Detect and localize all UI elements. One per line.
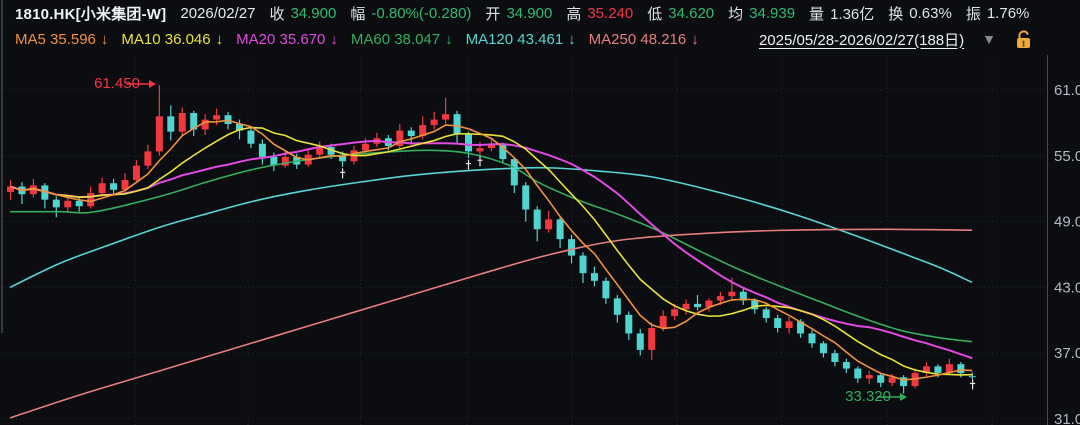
quote-field-label: 均 bbox=[728, 5, 744, 23]
quote-field-高: 高 35.240 bbox=[566, 3, 633, 23]
ma-label-value: MA60 38.047 bbox=[350, 30, 441, 48]
unlock-icon[interactable] bbox=[1014, 28, 1034, 50]
quote-field-value: 34.900 bbox=[506, 4, 553, 22]
ma-line-ma120 bbox=[9, 166, 973, 289]
y-axis-tick-label: 31.0 bbox=[1054, 411, 1080, 425]
quote-field-振: 振 1.76% bbox=[966, 3, 1030, 23]
arrow-right-icon bbox=[149, 80, 156, 88]
arrow-right-icon bbox=[900, 393, 907, 401]
arrow-down-icon: ↓ bbox=[568, 30, 576, 48]
quote-field-label: 振 bbox=[965, 5, 981, 23]
ma-line-ma5 bbox=[10, 119, 973, 381]
chevron-down-icon[interactable]: ▼ bbox=[982, 31, 996, 47]
quote-field-label: 开 bbox=[485, 5, 501, 23]
quote-field-均: 均 34.939 bbox=[728, 3, 795, 23]
quote-field-value: 1.36亿 bbox=[830, 5, 875, 23]
date-range-label[interactable]: 2025/05/28-2026/02/27(188日) bbox=[758, 31, 965, 49]
y-axis-tick-label: 37.0 bbox=[1054, 345, 1080, 362]
quote-field-收: 收 34.900 bbox=[269, 3, 336, 23]
range-controls: 2025/05/28-2026/02/27(188日) ▼ bbox=[759, 28, 1034, 50]
ma-label-value: MA20 35.670 bbox=[236, 30, 326, 48]
ma-label-value: MA10 36.046 bbox=[121, 30, 211, 48]
arrow-down-icon: ↓ bbox=[330, 30, 338, 48]
quote-field-label: 高 bbox=[566, 5, 582, 23]
arrow-down-icon: ↓ bbox=[445, 30, 453, 48]
quote-field-换: 换 0.63% bbox=[888, 3, 952, 23]
y-axis-tick-label: 55.0 bbox=[1054, 148, 1080, 165]
price-annotation: 33.320 bbox=[845, 388, 891, 405]
ma-legend-ma5[interactable]: MA5 35.596 ↓ bbox=[15, 31, 108, 48]
ma-line-ma10 bbox=[10, 126, 973, 376]
ma-label-value: MA120 43.461 bbox=[465, 30, 564, 48]
arrow-down-icon: ↓ bbox=[100, 30, 109, 48]
quote-date: 2026/02/27 bbox=[180, 4, 256, 22]
ma-line-ma250 bbox=[9, 228, 973, 419]
price-annotation: 61.450 bbox=[94, 75, 140, 92]
ma-line-ma20 bbox=[10, 139, 973, 360]
y-axis-tick-label: 61.0 bbox=[1054, 82, 1080, 99]
quote-field-label: 低 bbox=[647, 5, 663, 23]
quote-header: 1810.HK[小米集团-W] 2026/02/27 收 34.900 幅 -0.80… bbox=[15, 3, 1075, 23]
y-axis-tick-label: 49.0 bbox=[1054, 214, 1080, 231]
quote-field-value: 0.63% bbox=[909, 4, 952, 22]
quote-field-量: 量 1.36亿 bbox=[809, 3, 874, 23]
quote-field-label: 幅 bbox=[350, 5, 366, 23]
arrow-down-icon: ↓ bbox=[215, 30, 224, 48]
ma-legend-ma10[interactable]: MA10 36.046 ↓ bbox=[121, 31, 223, 48]
ma-legend-ma60[interactable]: MA60 38.047 ↓ bbox=[351, 31, 453, 48]
quote-field-低: 低 34.620 bbox=[647, 3, 714, 23]
ma-legend-ma120[interactable]: MA120 43.461 ↓ bbox=[466, 31, 576, 48]
quote-field-value: -0.80%(-0.280) bbox=[371, 4, 472, 22]
symbol-title[interactable]: 1810.HK[小米集团-W] bbox=[15, 5, 167, 23]
quote-field-label: 收 bbox=[269, 5, 285, 23]
ma-label-value: MA250 48.216 bbox=[588, 30, 687, 48]
ma-legend-ma250[interactable]: MA250 48.216 ↓ bbox=[589, 31, 699, 48]
quote-field-label: 换 bbox=[888, 5, 904, 23]
quote-field-value: 34.900 bbox=[290, 4, 337, 22]
ma-line-ma60 bbox=[10, 149, 973, 343]
ma-legend-bar: MA5 35.596 ↓ MA10 36.046 ↓ MA20 35.670 ↓ MA60 … bbox=[15, 27, 1034, 51]
quote-field-value: 35.240 bbox=[587, 4, 634, 22]
quote-field-幅: 幅 -0.80%(-0.280) bbox=[350, 3, 471, 23]
y-axis-tick-label: 43.0 bbox=[1054, 279, 1080, 296]
quote-field-value: 34.620 bbox=[668, 4, 715, 22]
arrow-down-icon: ↓ bbox=[691, 30, 699, 48]
quote-field-开: 开 34.900 bbox=[485, 3, 552, 23]
ma-legend-ma20[interactable]: MA20 35.670 ↓ bbox=[236, 31, 338, 48]
quote-field-value: 1.76% bbox=[986, 4, 1030, 22]
ma-label-value: MA5 35.596 bbox=[15, 30, 96, 48]
quote-field-value: 34.939 bbox=[749, 4, 796, 22]
quote-field-label: 量 bbox=[809, 5, 825, 23]
